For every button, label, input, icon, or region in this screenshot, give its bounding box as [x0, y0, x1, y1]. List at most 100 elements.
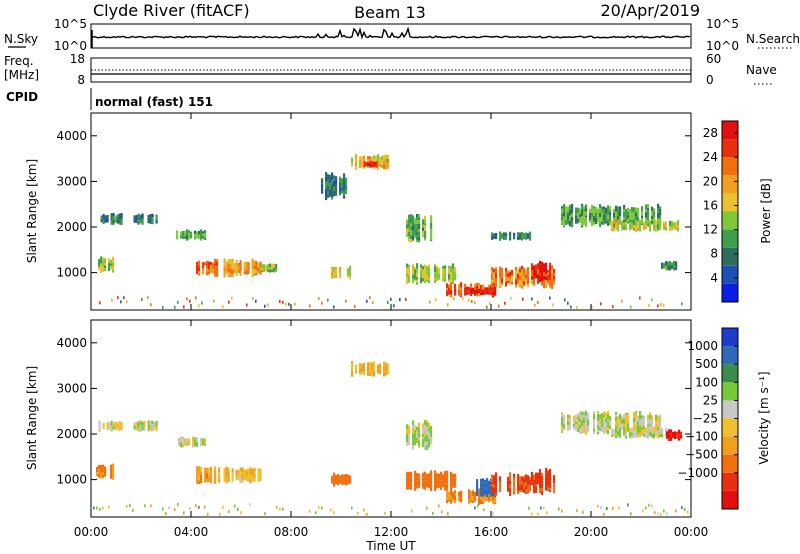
echo-cell [625, 224, 628, 228]
echo-cell [513, 487, 516, 491]
echo-cell [104, 466, 107, 470]
echo-cell [547, 478, 550, 483]
echo-cell [381, 160, 384, 165]
echo-cell [430, 476, 433, 482]
echo-cell [593, 423, 596, 429]
freq-panel: 18 8 60 0 Freq. [MHz] Nave [4, 52, 777, 87]
echo-cell [182, 440, 185, 445]
echo-cell [583, 222, 586, 225]
echo-cell [452, 473, 455, 477]
echo-cell [675, 227, 678, 230]
echo-cell [331, 266, 334, 270]
echo-cell [225, 482, 228, 484]
echo-cell [591, 205, 594, 210]
echo-cell [194, 439, 197, 443]
echo-cell [561, 428, 564, 432]
echo-cell [623, 414, 626, 419]
echo-cell [448, 290, 451, 295]
echo-cell [603, 209, 606, 212]
echo-cell [219, 512, 221, 516]
echo-cell [493, 279, 496, 284]
echo-cell [549, 272, 552, 278]
echo-cell [418, 430, 421, 433]
echo-cell [676, 436, 679, 439]
echo-cell [665, 265, 668, 271]
freq-label: Freq. [4, 54, 34, 68]
echo-cell [210, 475, 213, 482]
echo-cell [507, 476, 510, 481]
echo-region [531, 260, 552, 283]
echo-cell [434, 264, 437, 267]
echo-cell [499, 272, 502, 278]
echo-cell [223, 269, 226, 272]
echo-cell [331, 176, 334, 181]
echo-cell [325, 185, 328, 189]
echo-cell [444, 276, 447, 279]
echo-cell [577, 213, 580, 217]
echo-cell [563, 222, 566, 226]
echo-cell [577, 416, 580, 420]
echo-cell [641, 427, 644, 430]
echo-cell [537, 301, 539, 304]
echo-cell [333, 475, 336, 479]
echo-cell [495, 478, 498, 482]
echo-cell [267, 303, 269, 307]
echo-cell [603, 414, 606, 418]
echo-cell [249, 479, 252, 483]
echo-cell [406, 228, 409, 234]
echo-cell [408, 472, 411, 477]
echo-cell [601, 217, 604, 222]
echo-cell [343, 198, 346, 199]
echo-cell [367, 159, 370, 166]
echo-cell [480, 286, 483, 291]
echo-cell [422, 428, 425, 434]
echo-cell [99, 507, 101, 511]
echo-cell [657, 229, 660, 232]
echo-cell [645, 220, 648, 223]
echo-cell [585, 222, 588, 227]
echo-cell [192, 445, 195, 448]
echo-cell [583, 217, 586, 223]
echo-cell [247, 270, 250, 274]
colorbar-segment [722, 346, 738, 365]
echo-cell [275, 264, 278, 267]
echo-cell [648, 503, 650, 507]
echo-cell [591, 219, 594, 225]
echo-cell [619, 432, 622, 438]
echo-cell [657, 208, 660, 213]
echo-cell [665, 427, 668, 432]
echo-cell [454, 490, 457, 493]
echo-cell [667, 265, 670, 269]
echo-cell [229, 259, 232, 264]
echo-cell [535, 490, 538, 493]
echo-cell [207, 261, 210, 266]
echo-cell [196, 437, 199, 443]
echo-region [351, 361, 390, 377]
echo-cell [482, 482, 485, 488]
echo-cell [553, 279, 556, 283]
echo-cell [483, 508, 485, 512]
echo-cell [535, 478, 538, 485]
echo-cell [593, 431, 596, 434]
echo-cell [454, 477, 457, 482]
echo-cell [495, 493, 498, 496]
echo-cell [446, 470, 449, 473]
echo-cell [527, 481, 530, 486]
echo-cell [585, 429, 588, 434]
echo-cell [597, 424, 600, 429]
echo-cell [675, 261, 678, 267]
echo-cell [251, 265, 254, 270]
echo-cell [649, 412, 652, 415]
echo-cell [218, 467, 221, 473]
echo-cell [549, 296, 551, 300]
echo-cell [444, 268, 447, 271]
echo-cell [593, 215, 596, 222]
echo-cell [509, 283, 512, 285]
echo-cell [499, 231, 502, 235]
echo-cell [200, 480, 203, 484]
echo-cell [491, 273, 494, 277]
echo-cell [120, 421, 123, 425]
echo-cell [495, 269, 498, 273]
echo-cell [214, 270, 217, 276]
echo-cell [549, 277, 552, 281]
